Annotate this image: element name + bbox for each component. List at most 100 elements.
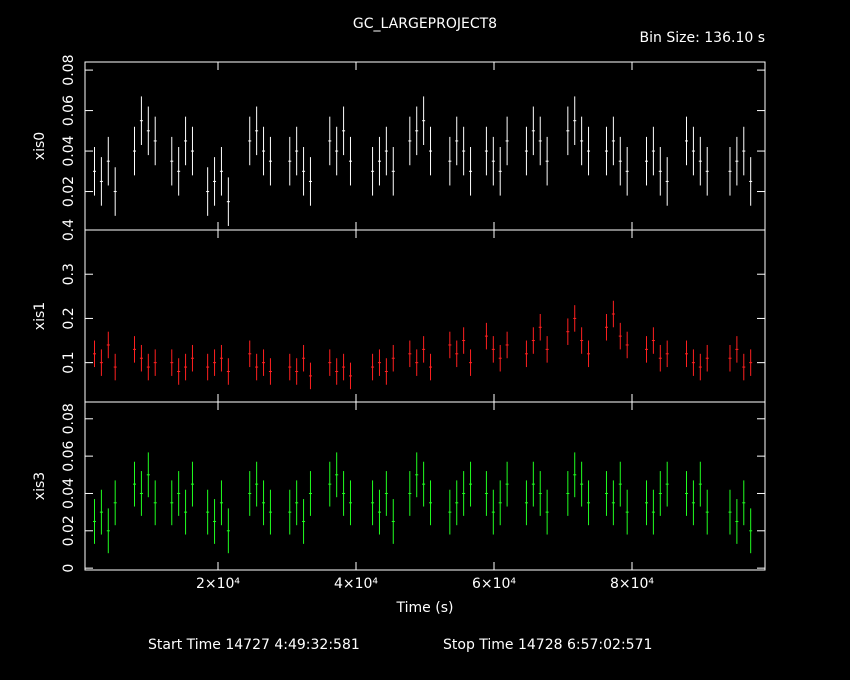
data-point: [92, 340, 96, 368]
data-point: [415, 452, 419, 498]
y-tick-label: 0.08: [61, 403, 77, 434]
y-axis-label: xis0: [32, 132, 48, 160]
data-point: [448, 331, 452, 359]
data-point: [153, 349, 157, 376]
data-point: [651, 327, 655, 354]
data-point: [735, 136, 739, 186]
data-point: [206, 353, 210, 381]
data-point: [219, 147, 223, 196]
data-point: [133, 461, 137, 507]
data-point: [705, 344, 709, 372]
data-point: [469, 461, 473, 507]
y-tick-label: 0.04: [61, 135, 77, 166]
y-tick-label: 0.1: [61, 352, 77, 374]
data-point: [255, 461, 259, 507]
y-tick-label: 0.4: [61, 219, 77, 241]
data-point: [665, 157, 669, 206]
data-point: [384, 126, 388, 176]
data-point: [665, 340, 669, 368]
data-point: [139, 471, 143, 516]
data-point: [226, 177, 230, 226]
data-point: [213, 157, 217, 206]
data-point: [491, 136, 495, 186]
data-point: [219, 344, 223, 372]
data-point: [566, 318, 570, 345]
data-point: [484, 126, 488, 176]
data-point: [448, 489, 452, 535]
data-point: [248, 116, 252, 166]
data-point: [587, 340, 591, 368]
data-point: [295, 480, 299, 526]
data-point: [255, 353, 259, 381]
data-point: [566, 471, 570, 516]
data-point: [99, 349, 103, 376]
data-point: [170, 480, 174, 526]
data-point: [698, 136, 702, 186]
data-point: [469, 349, 473, 376]
start-time: Start Time 14727 4:49:32:581: [148, 637, 360, 653]
data-point: [384, 358, 388, 385]
data-point: [391, 499, 395, 544]
data-point: [728, 147, 732, 196]
data-point: [348, 362, 352, 390]
data-point: [422, 336, 426, 363]
data-point: [133, 336, 137, 363]
y-tick-label: 0.06: [61, 95, 77, 126]
x-tick-label: 4×10⁴: [334, 576, 378, 592]
y-axis-label: xis1: [32, 302, 48, 330]
y-tick-label: 0: [61, 564, 77, 573]
data-point: [342, 106, 346, 156]
x-tick-label: 6×10⁴: [472, 576, 516, 592]
data-point: [531, 461, 535, 507]
data-point: [531, 327, 535, 354]
data-point: [391, 344, 395, 372]
data-point: [618, 136, 622, 186]
data-point: [604, 314, 608, 341]
data-point: [685, 116, 689, 166]
data-point: [226, 358, 230, 385]
bin-size: Bin Size: 136.10 s: [640, 30, 765, 46]
data-point: [177, 358, 181, 385]
data-point: [691, 126, 695, 176]
data-point: [371, 147, 375, 196]
data-point: [288, 353, 292, 381]
data-point: [484, 471, 488, 516]
data-point: [348, 136, 352, 186]
data-point: [190, 126, 194, 176]
data-point: [308, 157, 312, 206]
data-point: [462, 471, 466, 516]
data-point: [651, 489, 655, 535]
data-point: [288, 136, 292, 186]
data-point: [146, 353, 150, 381]
data-point: [153, 480, 157, 526]
data-point: [524, 126, 528, 176]
data-point: [146, 452, 150, 498]
data-point: [113, 480, 117, 526]
data-point: [377, 349, 381, 376]
data-point: [262, 480, 266, 526]
y-tick-label: 0.02: [61, 176, 77, 207]
data-point: [328, 349, 332, 376]
data-point: [604, 126, 608, 176]
data-point: [391, 147, 395, 196]
data-point: [685, 340, 689, 368]
data-point: [651, 126, 655, 176]
data-point: [658, 344, 662, 372]
data-point: [429, 480, 433, 526]
data-point: [611, 300, 615, 328]
data-point: [505, 116, 509, 166]
data-point: [408, 340, 412, 368]
data-point: [484, 322, 488, 350]
data-point: [371, 480, 375, 526]
data-point: [644, 136, 648, 186]
x-tick-label: 8×10⁴: [610, 576, 654, 592]
data-point: [448, 136, 452, 186]
data-point: [698, 461, 702, 507]
data-point: [268, 489, 272, 535]
data-point: [219, 480, 223, 526]
data-point: [742, 480, 746, 526]
data-point: [262, 349, 266, 376]
data-point: [573, 96, 577, 145]
